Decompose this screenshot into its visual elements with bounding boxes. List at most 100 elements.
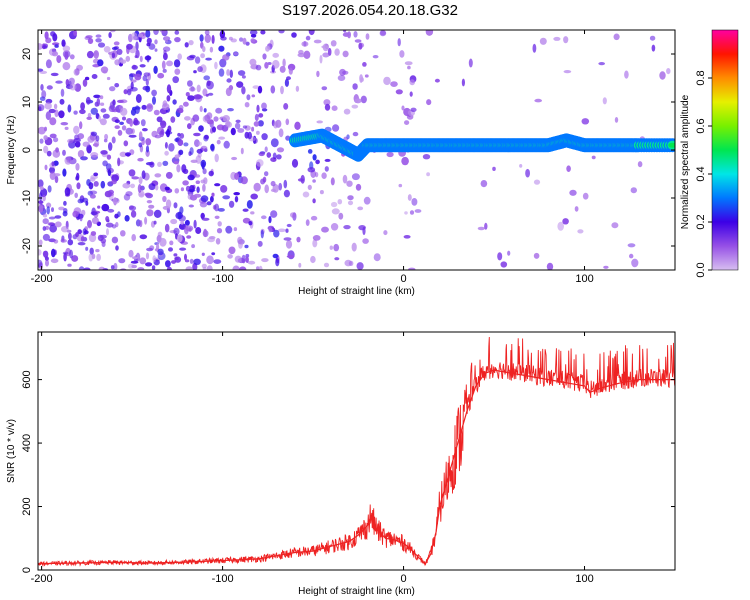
noise-speckle (82, 197, 89, 203)
noise-speckle (109, 30, 116, 33)
noise-speckle (666, 68, 671, 75)
noise-speckle (265, 45, 270, 52)
noise-speckle (54, 44, 59, 48)
noise-speckle (129, 119, 133, 127)
noise-speckle (149, 245, 155, 251)
noise-speckle (285, 228, 289, 233)
noise-speckle (298, 262, 302, 268)
noise-speckle (189, 86, 196, 92)
noise-speckle (105, 222, 114, 228)
noise-speckle (477, 226, 485, 231)
noise-speckle (199, 201, 208, 208)
noise-speckle (330, 201, 338, 208)
noise-speckle (137, 157, 144, 162)
noise-speckle (101, 241, 106, 248)
noise-speckle (62, 251, 69, 255)
noise-speckle (261, 102, 267, 110)
noise-speckle (139, 220, 143, 228)
noise-speckle (53, 103, 58, 110)
noise-speckle (484, 222, 488, 230)
noise-speckle (296, 236, 301, 243)
noise-speckle (128, 134, 137, 138)
ridge-core (668, 142, 675, 148)
noise-speckle (258, 265, 263, 270)
noise-speckle (226, 78, 232, 83)
noise-speckle (138, 142, 143, 148)
noise-speckle (184, 219, 190, 226)
noise-speckle (356, 262, 364, 270)
noise-speckle (273, 229, 280, 238)
noise-speckle (546, 262, 554, 270)
noise-speckle (164, 186, 170, 191)
noise-speckle (426, 99, 432, 106)
noise-speckle (62, 149, 66, 156)
noise-speckle (42, 233, 51, 241)
noise-speckle (184, 42, 189, 48)
noise-speckle (215, 107, 223, 114)
noise-speckle (114, 125, 120, 129)
noise-speckle (165, 171, 173, 179)
noise-speckle (71, 255, 79, 262)
noise-speckle (168, 143, 175, 152)
noise-speckle (206, 255, 214, 265)
noise-speckle (214, 215, 220, 219)
snr-frame (37, 331, 676, 571)
noise-speckle (38, 204, 44, 213)
noise-speckle (264, 146, 268, 153)
noise-speckle (131, 128, 135, 134)
noise-speckle (77, 229, 82, 235)
noise-speckle (145, 262, 153, 267)
noise-speckle (629, 253, 634, 259)
noise-speckle (233, 52, 239, 56)
noise-speckle (319, 54, 323, 64)
noise-speckle (207, 237, 216, 243)
noise-speckle (534, 98, 542, 103)
noise-speckle (247, 260, 256, 265)
noise-speckle (173, 227, 180, 236)
noise-speckle (302, 191, 310, 198)
noise-speckle (232, 265, 240, 270)
noise-speckle (111, 52, 116, 59)
noise-speckle (256, 266, 260, 270)
noise-speckle (60, 88, 65, 97)
noise-speckle (214, 183, 221, 187)
noise-speckle (324, 103, 331, 111)
noise-speckle (165, 36, 169, 43)
noise-speckle (260, 229, 264, 239)
noise-speckle (168, 247, 173, 252)
noise-speckle (89, 190, 98, 195)
noise-speckle (179, 109, 184, 114)
noise-speckle (42, 226, 47, 231)
noise-speckle (64, 187, 71, 196)
noise-speckle (112, 197, 120, 204)
noise-speckle (203, 134, 209, 142)
noise-speckle (218, 68, 225, 77)
noise-speckle (206, 201, 212, 206)
noise-speckle (93, 172, 99, 177)
noise-speckle (213, 259, 222, 264)
noise-speckle (145, 78, 149, 86)
noise-speckle (239, 37, 244, 42)
noise-speckle (54, 175, 59, 184)
noise-speckle (239, 266, 247, 270)
noise-speckle (138, 33, 144, 38)
noise-speckle (323, 262, 330, 268)
noise-speckle (126, 43, 133, 50)
noise-speckle (363, 196, 371, 205)
noise-speckle (189, 258, 194, 264)
noise-speckle (90, 131, 98, 137)
noise-speckle (133, 119, 140, 126)
noise-speckle (208, 170, 214, 177)
y-tick-label: 0 (21, 567, 33, 573)
noise-speckle (649, 35, 656, 41)
noise-speckle (337, 75, 346, 81)
noise-speckle (202, 88, 208, 97)
noise-speckle (218, 136, 226, 140)
noise-speckle (403, 235, 411, 239)
noise-speckle (125, 152, 131, 157)
noise-speckle (159, 237, 167, 247)
noise-speckle (557, 221, 564, 231)
noise-speckle (174, 188, 180, 194)
noise-speckle (207, 92, 214, 96)
noise-speckle (261, 258, 269, 263)
